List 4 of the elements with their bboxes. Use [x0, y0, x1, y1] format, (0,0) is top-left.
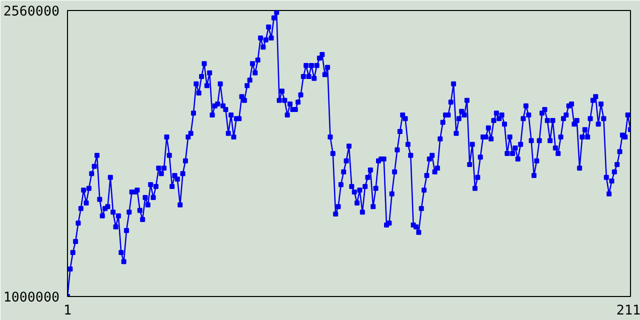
x-tick-label: 211: [616, 304, 640, 318]
y-tick-label: 1000000: [3, 290, 60, 306]
y-tick-label: 2560000: [3, 4, 60, 20]
x-tick-label: 1: [63, 304, 72, 318]
